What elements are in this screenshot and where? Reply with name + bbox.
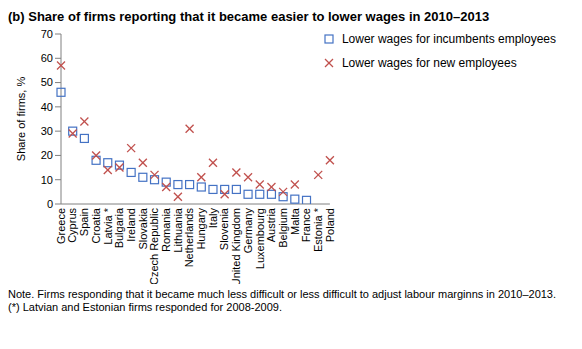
svg-text:United Kingdom: United Kingdom [230,208,242,284]
svg-text:Luxembourg: Luxembourg [254,208,266,269]
svg-text:Greece: Greece [55,208,67,244]
svg-text:Malta: Malta [289,207,301,235]
svg-text:Spain: Spain [78,208,90,236]
svg-text:Cyprus: Cyprus [67,208,79,243]
svg-text:Austria: Austria [265,207,277,242]
svg-text:10: 10 [41,174,53,186]
svg-text:60: 60 [41,52,53,64]
svg-text:0: 0 [47,198,53,210]
svg-text:Share of firms, %: Share of firms, % [15,77,27,162]
html-text:Lower wages for incumbents emp: Lower wages for incumbents employees [341,32,556,46]
svg-text:Germany: Germany [242,208,254,254]
svg-text:Netherlands: Netherlands [183,208,195,268]
svg-text:Slovakia: Slovakia [137,207,149,249]
svg-text:Czech Republic: Czech Republic [148,208,160,284]
svg-text:Slovenia: Slovenia [218,207,230,250]
svg-text:France: France [300,208,312,242]
svg-text:Lithuania: Lithuania [172,207,184,253]
svg-text:Hungary: Hungary [195,208,207,250]
svg-text:50: 50 [41,76,53,88]
html-text:(b) Share of firms reporting t: (b) Share of firms reporting that it bec… [8,9,490,24]
svg-text:Belgium: Belgium [277,208,289,248]
svg-text:Croatia: Croatia [90,207,102,243]
html-text:Note. Firms responding that it: Note. Firms responding that it became mu… [8,288,556,300]
svg-text:30: 30 [41,125,53,137]
svg-text:Romania: Romania [160,207,172,252]
svg-text:70: 70 [41,28,53,40]
svg-text:Estonia *: Estonia * [312,207,324,252]
svg-text:40: 40 [41,101,53,113]
svg-text:Italy: Italy [207,208,219,229]
svg-text:Poland: Poland [324,208,336,242]
svg-text:20: 20 [41,149,53,161]
html-text:(*) Latvian and Estonian firms: (*) Latvian and Estonian firms responded… [8,301,282,313]
svg-text:Bulgaria: Bulgaria [113,207,125,248]
svg-text:Ireland: Ireland [125,208,137,242]
html-text:Lower wages for new employees: Lower wages for new employees [341,56,517,70]
svg-text:Latvia *: Latvia * [102,207,114,244]
